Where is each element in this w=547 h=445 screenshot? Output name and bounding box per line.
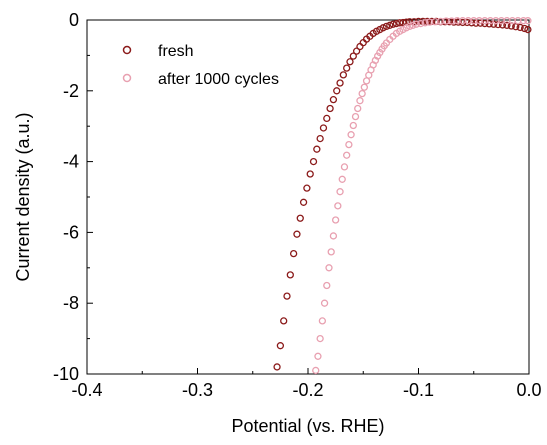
data-point xyxy=(454,18,462,26)
legend-label: after 1000 cycles xyxy=(158,71,279,88)
data-point xyxy=(329,96,338,104)
data-point xyxy=(481,19,489,28)
legend-marker xyxy=(122,45,132,55)
data-point xyxy=(296,214,304,222)
data-point xyxy=(343,64,351,72)
data-point xyxy=(320,299,329,307)
y-tick-label: -4 xyxy=(63,152,79,172)
data-point xyxy=(340,163,349,171)
data-point xyxy=(379,24,387,32)
data-point xyxy=(421,19,429,27)
data-point xyxy=(318,317,327,325)
data-point xyxy=(512,23,520,31)
data-point xyxy=(360,83,369,91)
data-point xyxy=(356,97,364,105)
data-point xyxy=(338,175,346,183)
data-point xyxy=(299,198,308,206)
y-axis-title: Current density (a.u.) xyxy=(13,112,33,281)
series-after-1000-cycles xyxy=(312,17,532,375)
data-point xyxy=(386,21,394,29)
x-tick-label: -0.4 xyxy=(71,380,102,400)
data-point xyxy=(356,42,364,51)
data-point xyxy=(349,121,357,130)
data-point xyxy=(409,21,417,29)
data-point xyxy=(273,363,281,371)
data-point xyxy=(280,317,288,325)
data-point xyxy=(417,19,425,28)
data-point xyxy=(336,79,344,87)
data-point xyxy=(406,22,414,31)
data-point xyxy=(498,21,507,29)
series-fresh xyxy=(273,17,532,371)
data-point xyxy=(303,184,311,192)
data-point xyxy=(323,281,331,290)
data-point xyxy=(326,104,334,113)
data-point xyxy=(283,292,291,300)
data-point xyxy=(399,18,407,27)
data-point xyxy=(402,24,411,32)
data-point xyxy=(412,20,420,28)
data-point xyxy=(339,71,348,79)
data-series-layer xyxy=(273,17,532,375)
data-point xyxy=(346,58,354,66)
x-axis-title: Potential (vs. RHE) xyxy=(231,416,384,436)
legend: fresh after 1000 cycles xyxy=(122,43,279,88)
data-point xyxy=(329,232,338,240)
y-tick-label: -10 xyxy=(53,364,79,384)
legend-marker xyxy=(122,73,132,83)
x-tick-label: -0.2 xyxy=(292,380,323,400)
data-point xyxy=(524,17,532,25)
data-point xyxy=(349,52,357,60)
x-axis: -0.4 -0.3 -0.2 -0.1 0.0 xyxy=(71,368,542,400)
data-point xyxy=(519,17,528,25)
data-point xyxy=(312,366,320,375)
data-point xyxy=(327,248,335,256)
data-point xyxy=(520,24,529,33)
data-point xyxy=(516,23,524,32)
x-tick-label: -0.1 xyxy=(403,380,434,400)
data-point xyxy=(316,334,324,343)
plot-area-border xyxy=(86,19,530,375)
data-point xyxy=(276,342,285,350)
data-point xyxy=(331,216,340,224)
data-point xyxy=(333,87,341,95)
data-point xyxy=(396,19,404,27)
data-point xyxy=(316,134,324,143)
data-point xyxy=(343,151,351,159)
data-point xyxy=(351,112,360,121)
data-point xyxy=(313,145,321,153)
y-tick-label: -2 xyxy=(63,81,79,101)
data-point xyxy=(306,170,314,178)
data-point xyxy=(319,124,328,132)
y-axis: 0 -2 -4 -6 -8 -10 xyxy=(53,10,93,384)
data-point xyxy=(336,188,344,196)
y-tick-label: 0 xyxy=(69,10,79,30)
data-point xyxy=(293,230,301,238)
data-point xyxy=(325,264,333,272)
data-point xyxy=(358,89,366,98)
data-point xyxy=(389,20,397,28)
legend-label: fresh xyxy=(158,43,194,60)
data-point xyxy=(392,19,401,28)
data-point xyxy=(503,21,511,29)
data-point xyxy=(309,157,318,166)
x-tick-label: -0.3 xyxy=(182,380,213,400)
data-point xyxy=(352,47,361,55)
data-point xyxy=(334,202,342,210)
data-point xyxy=(314,352,322,360)
data-point xyxy=(286,271,294,279)
x-tick-label: 0.0 xyxy=(516,380,541,400)
plot-frame xyxy=(86,19,530,375)
data-point xyxy=(323,114,331,123)
data-point xyxy=(382,22,391,31)
data-point xyxy=(347,131,355,139)
data-point xyxy=(524,25,532,34)
data-point xyxy=(345,140,353,149)
y-tick-label: -6 xyxy=(63,222,79,242)
data-point xyxy=(289,249,298,258)
data-point xyxy=(354,104,362,113)
y-tick-label: -8 xyxy=(63,293,79,313)
